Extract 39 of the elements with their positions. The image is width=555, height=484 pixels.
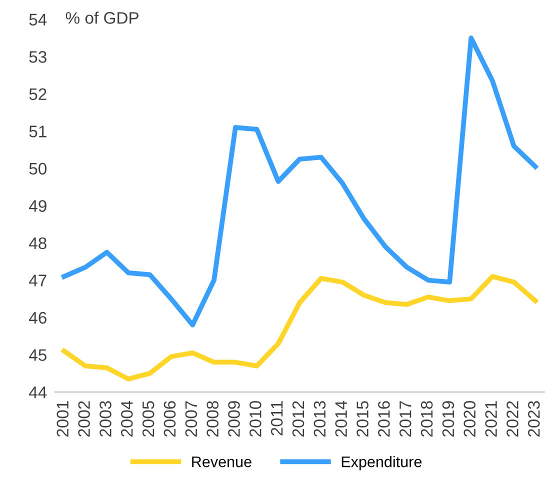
x-tick-label: 2016	[378, 401, 390, 437]
y-tick-label: 47	[29, 274, 46, 286]
y-tick-label: 54	[29, 14, 47, 26]
x-tick-label: 2008	[206, 401, 218, 437]
y-tick-label: 52	[29, 88, 46, 100]
line-series	[62, 274, 538, 382]
y-tick-label: 44	[29, 386, 47, 398]
y-tick-label: 45	[29, 349, 46, 361]
x-tick-label: 2018	[420, 401, 433, 437]
y-tick-label: 53	[29, 51, 46, 63]
x-tick-label: 2007	[185, 401, 198, 437]
x-tick-label: 2014	[335, 400, 348, 437]
y-tick-label: 51	[29, 126, 46, 138]
x-tick-label: 2009	[228, 401, 240, 437]
x-tick-label: 2006	[164, 401, 176, 437]
x-tick-label: 2015	[356, 401, 368, 437]
x-tick-label: 2005	[142, 401, 154, 437]
x-tick-label: 2003	[100, 401, 112, 437]
x-tick-label: 2021	[485, 401, 497, 437]
line-series	[62, 36, 538, 328]
x-tick-label: 2022	[506, 401, 518, 437]
x-tick-label: 2017	[399, 401, 412, 437]
x-tick-label: 2002	[78, 401, 90, 437]
y-tick-label: 49	[29, 200, 46, 212]
legend-label: Expenditure	[342, 456, 422, 470]
x-tick-label: 2019	[442, 401, 454, 437]
x-tick-label: 2001	[56, 401, 69, 437]
y-tick-label: 48	[29, 237, 46, 250]
y-axis-title: % of GDP	[66, 12, 138, 24]
x-tick-label: 2011	[270, 401, 283, 436]
legend-label: Revenue	[192, 456, 252, 468]
x-tick-label: 2012	[292, 401, 304, 437]
x-tick-label: 2004	[121, 400, 133, 437]
y-tick-label: 46	[29, 312, 46, 324]
x-tick-label: 2013	[314, 401, 326, 437]
x-tick-label: 2010	[250, 401, 262, 437]
x-tick-label: 2020	[464, 401, 476, 437]
y-tick-label: 50	[29, 162, 47, 175]
x-tick-label: 2023	[528, 401, 540, 437]
